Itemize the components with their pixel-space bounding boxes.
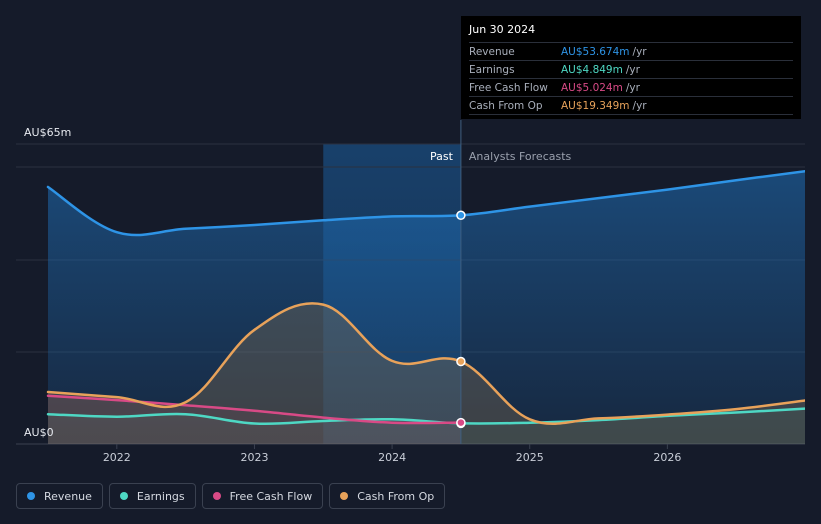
tooltip-row-cash-from-op: Cash From Op AU$19.349m /yr <box>469 96 793 115</box>
legend-dot-icon <box>212 492 221 500</box>
tooltip: Jun 30 2024 Revenue AU$53.674m /yr Earni… <box>461 16 801 119</box>
tooltip-name: Cash From Op <box>469 99 543 112</box>
x-tick-label: 2024 <box>378 451 406 464</box>
tooltip-value: AU$4.849m <box>561 63 623 76</box>
tooltip-unit: /yr <box>625 63 640 76</box>
earnings-line <box>46 407 805 426</box>
free-cash-flow-area <box>48 395 461 444</box>
tooltip-row-earnings: Earnings AU$4.849m /yr <box>469 60 793 78</box>
forecast-label: Analysts Forecasts <box>469 150 572 163</box>
tooltip-value: AU$19.349m <box>561 99 630 112</box>
tooltip-row-revenue: Revenue AU$53.674m /yr <box>469 42 793 60</box>
tooltip-name: Free Cash Flow <box>469 81 548 94</box>
free-cash-flow-line <box>46 394 463 425</box>
tooltip-value: AU$53.674m <box>561 45 630 58</box>
legend: Revenue Earnings Free Cash Flow Cash Fro… <box>16 483 446 509</box>
tooltip-date: Jun 30 2024 <box>469 23 536 36</box>
legend-label: Revenue <box>44 489 92 503</box>
y-bottom-label: AU$0 <box>24 426 54 439</box>
legend-label: Free Cash Flow <box>229 489 313 503</box>
tooltip-row-free-cash-flow: Free Cash Flow AU$5.024m /yr <box>469 78 793 96</box>
revenue-area <box>48 171 805 444</box>
legend-item-revenue[interactable]: Revenue <box>16 483 103 509</box>
x-tick-label: 2026 <box>653 451 681 464</box>
legend-item-earnings[interactable]: Earnings <box>108 483 196 509</box>
past-label: Past <box>430 150 454 163</box>
x-tick-label: 2025 <box>516 451 544 464</box>
earnings-area <box>48 408 805 444</box>
y-top-label: AU$65m <box>24 126 71 139</box>
cash-from-op-line <box>46 302 805 426</box>
legend-dot-icon <box>340 492 349 500</box>
tooltip-unit: /yr <box>625 81 640 94</box>
legend-dot-icon <box>27 492 35 500</box>
legend-item-cash-from-op[interactable]: Cash From Op <box>329 483 446 509</box>
x-tick-label: 2023 <box>240 451 268 464</box>
tooltip-unit: /yr <box>632 45 647 58</box>
tooltip-unit: /yr <box>632 99 647 112</box>
legend-label: Cash From Op <box>357 489 435 503</box>
free-cash-flow-marker[interactable] <box>456 417 466 428</box>
tooltip-name: Revenue <box>469 45 515 58</box>
legend-label: Earnings <box>136 489 185 503</box>
legend-dot-icon <box>119 492 128 500</box>
tooltip-name: Earnings <box>469 63 515 76</box>
x-tick-label: 2022 <box>103 451 131 464</box>
tooltip-value: AU$5.024m <box>561 81 623 94</box>
legend-item-free-cash-flow[interactable]: Free Cash Flow <box>201 483 324 509</box>
revenue-line <box>46 170 805 237</box>
revenue-marker[interactable] <box>456 210 466 221</box>
cash-from-op-marker[interactable] <box>456 356 466 367</box>
